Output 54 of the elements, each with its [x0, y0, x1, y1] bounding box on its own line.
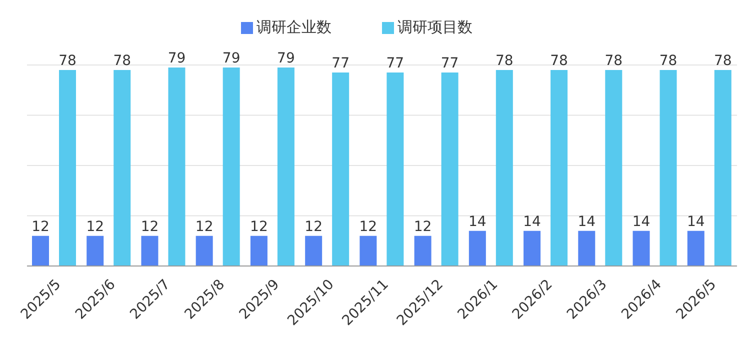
data-label: 14 — [686, 214, 705, 230]
data-label: 78 — [659, 53, 678, 70]
bar — [32, 236, 49, 266]
bar — [496, 70, 513, 266]
data-label: 78 — [550, 53, 568, 70]
data-label: 12 — [304, 218, 322, 235]
bar — [332, 72, 350, 266]
bar — [687, 230, 704, 266]
data-label: 12 — [140, 218, 159, 235]
bar — [714, 70, 732, 266]
data-label: 78 — [496, 53, 514, 70]
data-label: 77 — [386, 56, 404, 72]
bar — [386, 72, 404, 266]
data-label: 12 — [195, 218, 214, 235]
bar — [141, 236, 158, 266]
bar — [632, 230, 650, 266]
bar — [660, 70, 677, 266]
data-label: 12 — [250, 218, 268, 235]
bar — [441, 72, 458, 266]
bar — [578, 230, 596, 266]
bar — [550, 70, 568, 266]
legend-label: 调研项目数 — [398, 18, 472, 36]
bar — [305, 236, 322, 266]
legend-label: 调研企业数 — [256, 18, 332, 36]
bar — [414, 236, 432, 266]
bar — [360, 236, 377, 266]
data-label: 77 — [332, 56, 350, 72]
bar — [524, 230, 541, 266]
data-label: 12 — [86, 218, 104, 235]
bar — [468, 230, 486, 266]
data-label: 14 — [632, 214, 650, 230]
bar — [86, 236, 104, 266]
bar — [114, 70, 131, 266]
data-label: 14 — [523, 214, 542, 230]
data-label: 79 — [168, 50, 186, 67]
data-label: 12 — [32, 218, 50, 235]
bar — [196, 236, 213, 266]
data-label: 12 — [359, 218, 378, 235]
data-label: 14 — [578, 214, 596, 230]
data-label: 78 — [714, 53, 732, 70]
bar — [605, 70, 622, 266]
data-label: 77 — [440, 56, 459, 72]
bar — [222, 68, 240, 266]
bar — [168, 68, 186, 266]
data-label: 12 — [414, 218, 432, 235]
bar — [59, 70, 76, 266]
data-label: 78 — [604, 53, 623, 70]
data-label: 78 — [58, 53, 76, 70]
data-label: 14 — [468, 214, 486, 230]
data-label: 78 — [113, 53, 132, 70]
bar — [250, 236, 268, 266]
data-label: 79 — [277, 50, 295, 67]
data-label: 79 — [222, 50, 240, 67]
bar — [277, 68, 294, 266]
